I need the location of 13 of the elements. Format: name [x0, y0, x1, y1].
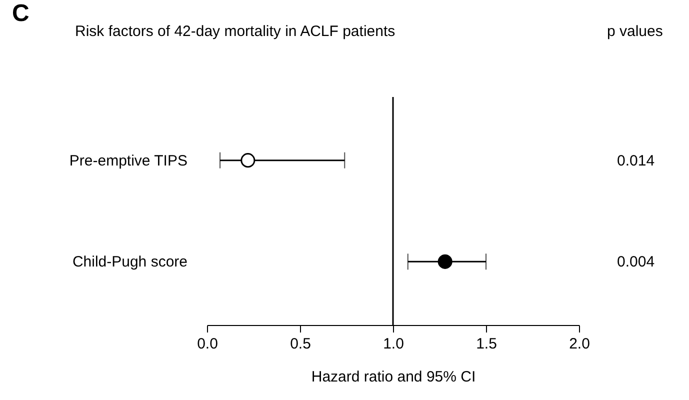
- text: 0.014: [617, 152, 655, 170]
- x-tick-label: 2.0: [569, 336, 590, 352]
- x-tick-label: 0.5: [290, 336, 311, 352]
- chart-title: Risk factors of 42-day mortality in ACLF patients: [75, 23, 396, 40]
- y-tick-label: Pre-emptive TIPS: [69, 152, 188, 170]
- x-tick-label: 1.0: [383, 336, 404, 352]
- x-tick-label: 0.0: [197, 336, 218, 352]
- y-tick-label: Child-Pugh score: [72, 254, 188, 271]
- text: 0.004: [617, 254, 655, 271]
- text: C: [12, 0, 30, 27]
- x-axis-title: Hazard ratio and 95% CI: [311, 368, 476, 386]
- text: p values: [607, 23, 663, 40]
- x-tick-label: 1.5: [476, 336, 497, 352]
